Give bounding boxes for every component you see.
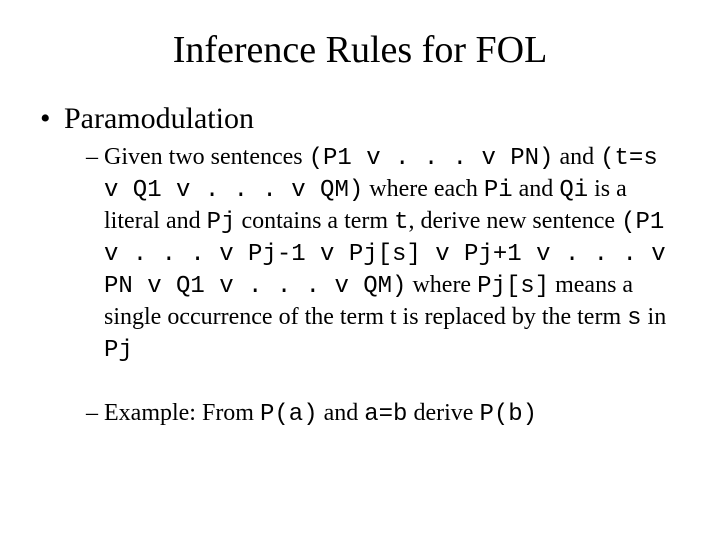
example-line: – Example: From P(a) and a=b derive P(b) <box>86 398 670 430</box>
code: Qi <box>559 177 588 204</box>
text: Given two sentences <box>104 144 309 170</box>
text: where <box>406 272 477 298</box>
bullet-level1: •Paramodulation <box>40 102 680 136</box>
text: and <box>318 400 365 426</box>
code: Pi <box>484 177 513 204</box>
code: a=b <box>364 401 407 428</box>
code: Pj <box>207 209 236 236</box>
dash-icon: – <box>86 400 104 426</box>
text: and <box>513 176 560 202</box>
code: P(a) <box>260 401 318 428</box>
paramodulation-description: – Given two sentences (P1 v . . . v PN) … <box>86 142 670 366</box>
code: Pj <box>104 337 133 364</box>
bullet-dot: • <box>40 102 64 136</box>
bullet-text: Paramodulation <box>64 102 254 135</box>
text: contains a term <box>235 208 394 234</box>
dash-icon: – <box>86 144 104 170</box>
code: P(b) <box>479 401 537 428</box>
code: s <box>627 305 641 332</box>
text: and <box>553 144 600 170</box>
text: where each <box>363 176 484 202</box>
text: derive <box>407 400 479 426</box>
code: t <box>394 209 408 236</box>
spacer <box>40 366 680 392</box>
code: Pj[s] <box>477 273 549 300</box>
slide: Inference Rules for FOL •Paramodulation … <box>0 0 720 540</box>
code: (P1 v . . . v PN) <box>309 145 554 172</box>
text: , derive new sentence <box>408 208 621 234</box>
text: in <box>642 304 667 330</box>
text: Example: From <box>104 400 260 426</box>
slide-title: Inference Rules for FOL <box>40 28 680 72</box>
